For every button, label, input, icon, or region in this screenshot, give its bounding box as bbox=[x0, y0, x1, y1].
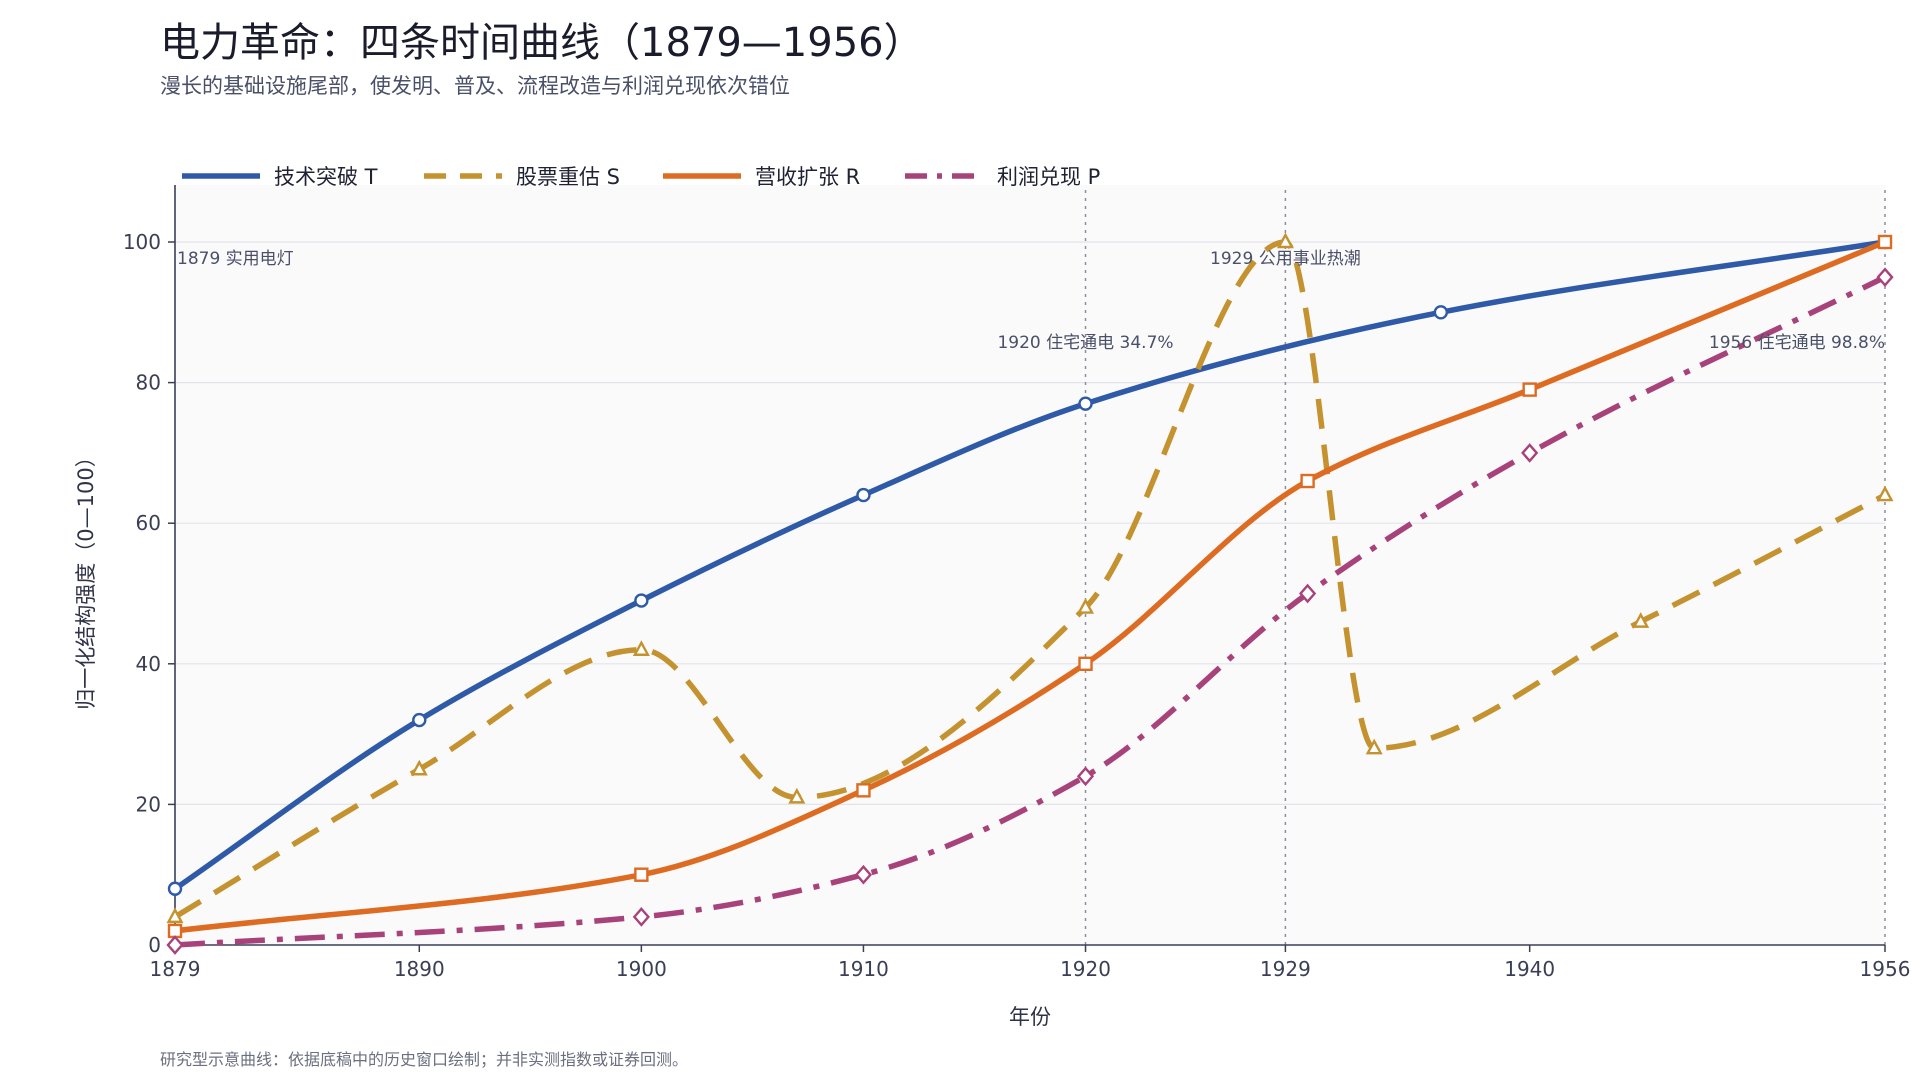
legend-item-3[interactable]: 营收扩张 R bbox=[663, 165, 860, 189]
series-markers bbox=[166, 232, 1894, 955]
marker-circle bbox=[412, 712, 427, 728]
marker-triangle bbox=[1077, 598, 1095, 614]
annotation-lines bbox=[1084, 190, 1886, 945]
legend[interactable]: 技术突破 T 股票重估 S 营收扩张 R 利润兑现 P bbox=[182, 165, 1100, 189]
marker-triangle bbox=[166, 907, 184, 924]
chart-subtitle: 漫长的基础设施尾部，使发明、普及、流程改造与利润兑现依次错位 bbox=[160, 74, 790, 98]
y-tick-label: 0 bbox=[148, 933, 161, 957]
x-tick-label: 1929 bbox=[1260, 957, 1311, 981]
legend-item-4[interactable]: 利润兑现 P bbox=[905, 165, 1100, 189]
x-tick-label: 1920 bbox=[1060, 957, 1111, 981]
marker-diamond bbox=[1876, 267, 1894, 287]
marker-circle bbox=[167, 881, 183, 896]
annotation-label: 1929 公用事业热潮 bbox=[1210, 249, 1361, 269]
marker-circle bbox=[1433, 305, 1449, 320]
marker-triangle bbox=[788, 787, 806, 804]
marker-circle bbox=[856, 487, 871, 503]
marker-triangle bbox=[1276, 232, 1294, 249]
x-axis-title: 年份 bbox=[1009, 1005, 1051, 1029]
x-tick-label: 1910 bbox=[838, 957, 889, 981]
marker-diamond bbox=[854, 864, 873, 885]
y-tick-label: 20 bbox=[136, 792, 161, 816]
annotation-label: 1879 实用电灯 bbox=[177, 249, 294, 269]
y-tick-label: 60 bbox=[136, 511, 161, 535]
annotation-label: 1920 住宅通电 34.7% bbox=[997, 333, 1173, 353]
x-tick-label: 1940 bbox=[1504, 957, 1555, 981]
marker-diamond bbox=[1521, 443, 1539, 463]
plot-background bbox=[175, 185, 1885, 945]
marker-square bbox=[167, 923, 183, 939]
y-tick-label: 80 bbox=[136, 371, 161, 395]
legend-label: 利润兑现 P bbox=[997, 165, 1100, 189]
series-line-2 bbox=[173, 239, 1887, 920]
legend-label: 营收扩张 R bbox=[755, 165, 860, 189]
marker-triangle bbox=[1365, 738, 1383, 755]
marker-square bbox=[634, 867, 649, 882]
marker-diamond bbox=[632, 907, 650, 927]
marker-square bbox=[1877, 234, 1893, 250]
y-tick-label: 100 bbox=[123, 230, 161, 254]
marker-square bbox=[856, 783, 871, 798]
marker-square bbox=[1522, 382, 1537, 397]
grid-lines bbox=[175, 241, 1885, 806]
marker-diamond bbox=[1076, 766, 1095, 787]
marker-square bbox=[1078, 656, 1093, 671]
legend-item-1[interactable]: 技术突破 T bbox=[182, 165, 378, 189]
marker-circle bbox=[1078, 396, 1093, 411]
legend-label: 技术突破 T bbox=[274, 165, 378, 189]
axes: 0 20 40 60 80 100 1879 1890 1900 1910 1920 1929 1940… bbox=[123, 185, 1911, 981]
marker-triangle bbox=[1876, 485, 1894, 502]
chart-footnote: 研究型示意曲线：依据底稿中的历史窗口绘制；并非实测指数或证券回测。 bbox=[160, 1050, 689, 1069]
marker-diamond bbox=[1299, 583, 1317, 604]
marker-triangle bbox=[410, 759, 428, 776]
marker-triangle bbox=[1632, 612, 1650, 628]
x-tick-label: 1956 bbox=[1860, 957, 1911, 981]
legend-item-2[interactable]: 股票重估 S bbox=[424, 165, 620, 189]
y-axis-title: 归一化结构强度（0—100） bbox=[74, 446, 98, 709]
x-tick-label: 1900 bbox=[616, 957, 667, 981]
annotation-labels: 1879 实用电灯 1920 住宅通电 34.7% 1929 公用事业热潮 1956 … bbox=[177, 249, 1885, 353]
marker-circle bbox=[634, 593, 649, 608]
x-tick-label: 1879 bbox=[150, 957, 201, 981]
legend-label: 股票重估 S bbox=[516, 165, 620, 189]
marker-triangle bbox=[632, 640, 650, 656]
x-tick-label: 1890 bbox=[394, 957, 445, 981]
annotation-label: 1956 住宅通电 98.8% bbox=[1709, 333, 1885, 353]
y-tick-label: 40 bbox=[136, 652, 161, 676]
marker-square bbox=[1300, 473, 1315, 489]
chart-title: 电力革命：四条时间曲线（1879—1956） bbox=[160, 20, 924, 66]
series-line-4 bbox=[174, 274, 1887, 948]
marker-diamond bbox=[166, 935, 184, 955]
